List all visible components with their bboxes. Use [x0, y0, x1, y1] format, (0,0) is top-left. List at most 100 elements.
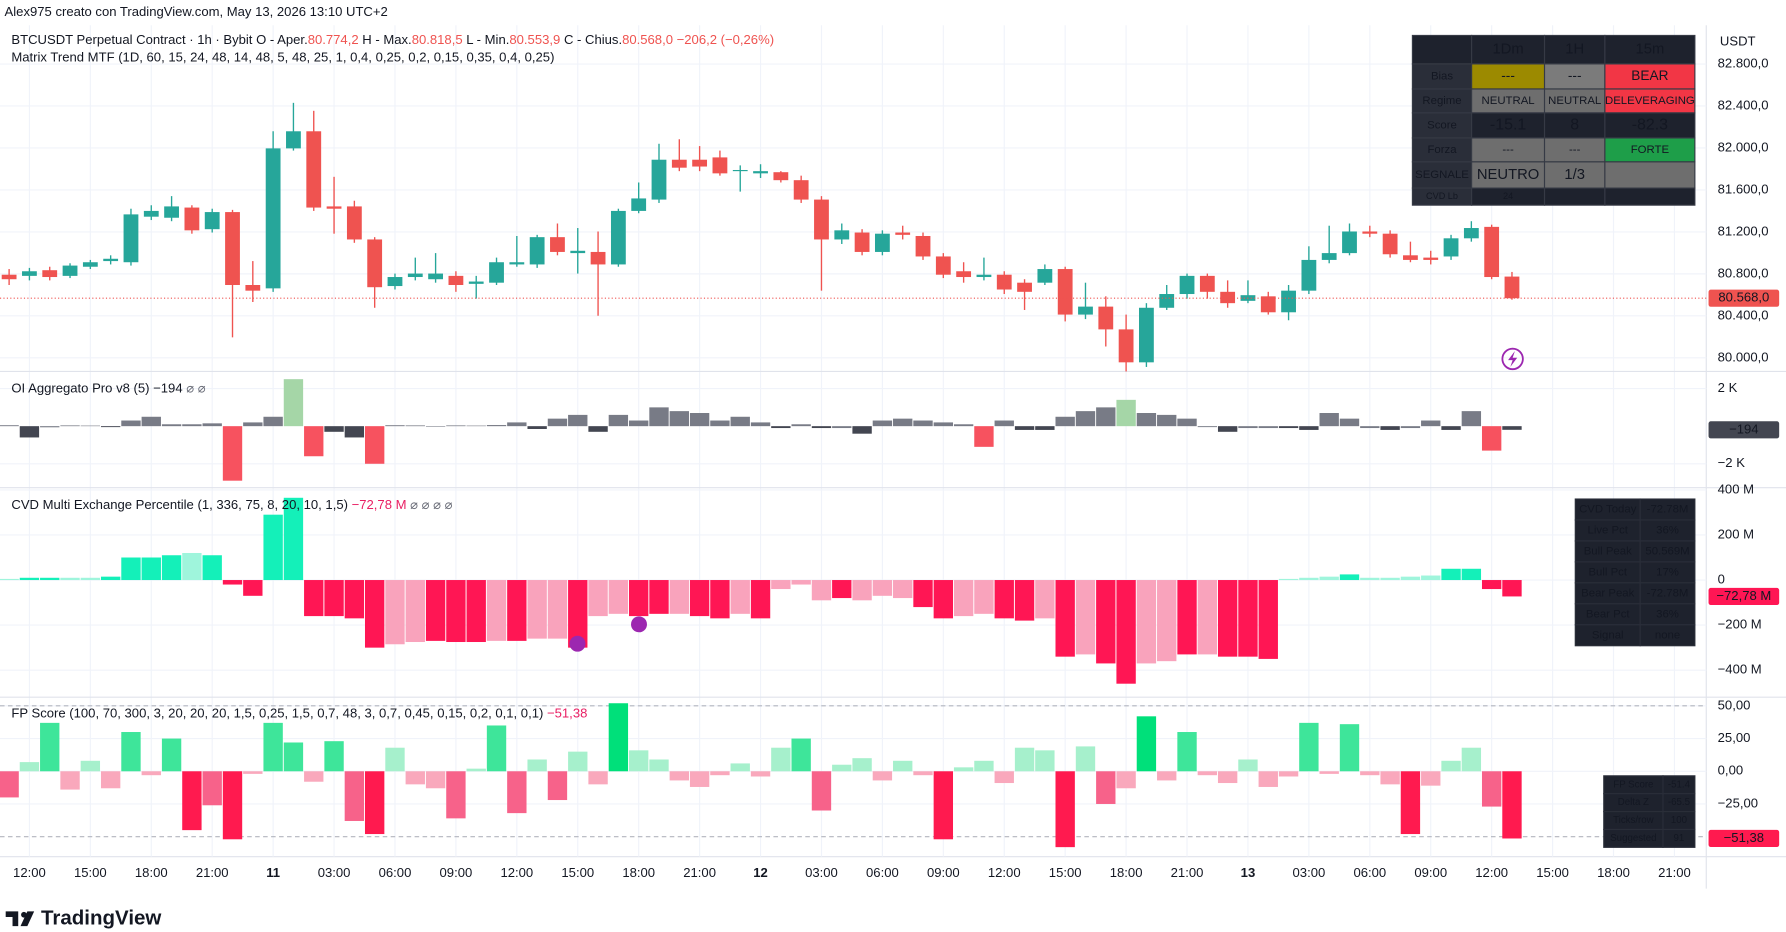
candle-body — [874, 233, 890, 252]
y-tick-label: −25,00 — [1718, 795, 1758, 810]
x-tick-label: 18:00 — [135, 865, 168, 880]
candle-body — [204, 212, 220, 230]
table-value: 36% — [1656, 608, 1679, 620]
bar — [974, 760, 994, 772]
bar — [304, 771, 324, 782]
candle-body — [387, 277, 403, 287]
bar — [507, 771, 527, 814]
bar — [19, 762, 40, 772]
alert-icon-ring[interactable] — [1501, 347, 1524, 371]
bar — [19, 577, 40, 581]
candle-body — [1484, 226, 1500, 278]
bar — [0, 578, 19, 581]
bar — [243, 580, 263, 596]
bar — [1400, 771, 1421, 835]
ohlc-label: C - Chius. — [564, 33, 622, 48]
bar — [710, 420, 730, 427]
bar — [1299, 577, 1319, 581]
bar — [141, 771, 161, 776]
ohlc-label: H - Max. — [362, 33, 411, 48]
bar — [649, 759, 669, 772]
table-header-text: 1H — [1565, 42, 1584, 58]
bar — [425, 426, 446, 427]
bar — [283, 742, 304, 772]
table-cell-text: -82.3 — [1632, 117, 1668, 134]
bar — [1075, 580, 1096, 655]
bar — [1116, 580, 1136, 684]
x-tick-label: 12:00 — [988, 865, 1021, 880]
bar — [385, 425, 405, 427]
bar — [1096, 771, 1116, 804]
table-value: 36% — [1656, 524, 1679, 536]
bar — [649, 407, 669, 427]
alert-icon[interactable] — [1501, 347, 1524, 371]
table-cell-text: FORTE — [1631, 144, 1670, 156]
last-value-label: −194 — [1729, 421, 1758, 436]
x-tick-label: 09:00 — [927, 865, 960, 880]
bar — [1238, 426, 1258, 429]
candle-body — [1, 274, 17, 280]
ohlc-value: 80.553,9 — [509, 33, 560, 48]
bar — [669, 771, 689, 781]
candle-body — [712, 157, 728, 174]
bar — [1319, 413, 1339, 427]
candle-body — [123, 214, 139, 263]
bar — [1035, 580, 1055, 619]
x-tick-label: 12:00 — [13, 865, 46, 880]
candle-body — [225, 212, 240, 285]
bar — [1502, 771, 1522, 839]
bar — [385, 580, 405, 645]
bar — [1258, 426, 1278, 429]
x-tick-label: 21:00 — [683, 865, 716, 880]
candle-body — [1463, 228, 1479, 239]
unit-label: USDT — [1720, 34, 1756, 49]
bar — [1278, 771, 1299, 777]
bar — [1339, 724, 1360, 772]
bar — [243, 422, 263, 427]
bar — [893, 760, 913, 772]
bar — [1238, 759, 1258, 772]
candle-body — [915, 235, 931, 257]
logo-mark-dot — [21, 911, 27, 918]
candle-body — [1017, 282, 1032, 292]
candle-body — [265, 148, 281, 289]
bar — [466, 580, 486, 643]
candle-body — [570, 250, 586, 254]
bar — [1319, 771, 1339, 774]
candle-body — [286, 131, 301, 149]
bar — [486, 580, 507, 641]
y-tick-label: 82.400,0 — [1718, 97, 1769, 112]
alert-icon-bolt[interactable] — [1508, 350, 1518, 367]
bar — [933, 771, 954, 840]
table-cell-text: -15.1 — [1490, 117, 1526, 134]
x-tick-label: 12 — [753, 865, 768, 880]
table-cell-text: --- — [1501, 68, 1515, 83]
bar — [283, 379, 304, 427]
bar — [811, 426, 832, 429]
candle-body — [1220, 291, 1236, 304]
signal-dot — [631, 616, 647, 633]
bar — [364, 426, 385, 464]
candle-body — [509, 262, 525, 265]
bar — [182, 424, 202, 427]
x-tick-label: 21:00 — [1658, 865, 1691, 880]
bar — [1481, 426, 1502, 451]
bar — [608, 580, 629, 614]
y-tick-label: −200 M — [1718, 617, 1762, 632]
x-tick-label: 11 — [266, 865, 280, 880]
bar — [1197, 771, 1218, 776]
candle-body — [753, 171, 768, 174]
bar — [1360, 771, 1380, 776]
table-cell-text: 1/3 — [1564, 167, 1585, 183]
bar — [547, 771, 568, 801]
pane-title: CVD Multi Exchange Percentile (1, 336, 7… — [11, 497, 348, 512]
candle-body — [1504, 276, 1520, 299]
bar — [750, 580, 771, 619]
bar — [405, 425, 425, 427]
y-tick-label: 50,00 — [1718, 697, 1751, 712]
x-tick-label: 03:00 — [1293, 865, 1326, 880]
bar — [100, 771, 121, 789]
x-tick-label: 21:00 — [196, 865, 229, 880]
bar — [1299, 722, 1319, 772]
